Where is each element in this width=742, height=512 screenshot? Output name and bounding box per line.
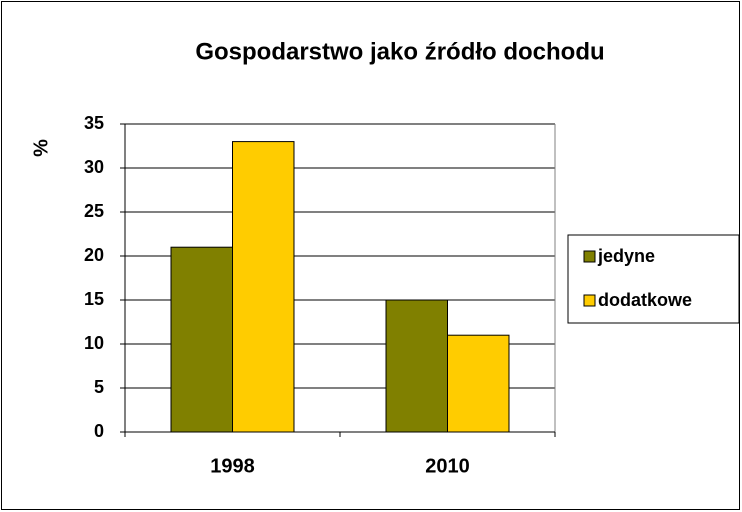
- x-tick-label: 2010: [425, 455, 470, 477]
- bar: [170, 246, 233, 433]
- y-tick-label: 15: [84, 289, 104, 309]
- legend-swatch: [583, 294, 596, 307]
- y-axis-label: %: [30, 139, 52, 157]
- chart-title: Gospodarstwo jako źródło dochodu: [195, 38, 604, 65]
- y-tick-label: 25: [84, 201, 104, 221]
- bar: [447, 334, 510, 433]
- legend-label: jedyne: [597, 246, 655, 266]
- legend-swatch: [583, 250, 596, 263]
- y-tick-label: 10: [84, 333, 104, 353]
- y-tick-label: 35: [84, 113, 104, 133]
- y-tick-label: 5: [94, 377, 104, 397]
- bar: [385, 299, 449, 433]
- y-tick-label: 30: [84, 157, 104, 177]
- x-tick-label: 1998: [210, 455, 255, 477]
- y-tick-label: 0: [94, 421, 104, 441]
- legend-label: dodatkowe: [598, 290, 692, 310]
- bar: [232, 141, 295, 433]
- y-tick-label: 20: [84, 245, 104, 265]
- legend-box: [567, 234, 740, 324]
